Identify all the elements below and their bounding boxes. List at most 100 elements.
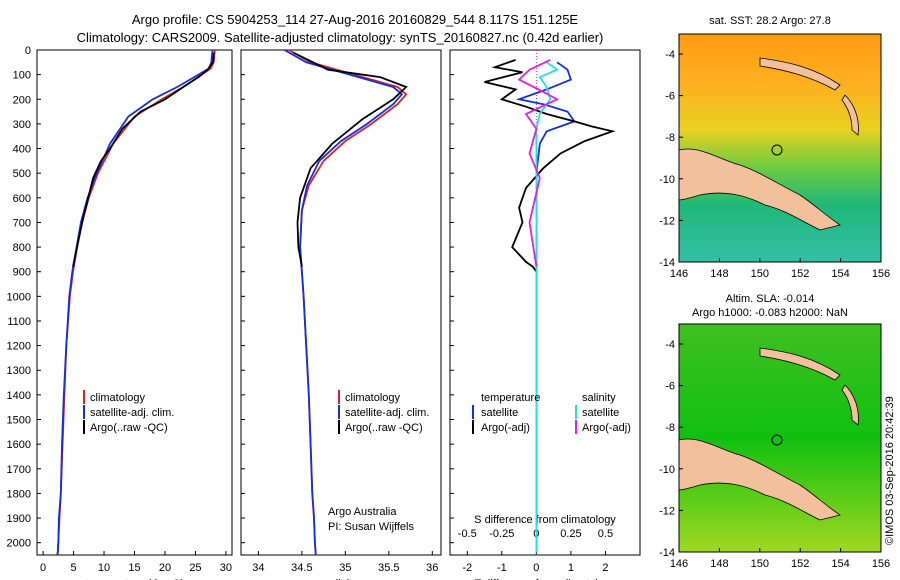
s-tick-label: -0.25 <box>489 528 514 540</box>
map2-title2: Argo h1000: -0.083 h2000: NaN <box>692 307 848 319</box>
x-tick-label: -2 <box>462 562 472 574</box>
map-x-tick-label: 150 <box>751 558 769 570</box>
x-axis-label: salinity <box>324 578 358 580</box>
difference-legend: temperature salinity satellite Argo(-adj… <box>472 392 631 434</box>
x-tick-label: 35.5 <box>378 562 399 574</box>
depth-tick-label: 400 <box>13 144 31 156</box>
x-tick-label: 0 <box>40 562 46 574</box>
x-tick-label: 20 <box>159 562 171 574</box>
bougainville-landmass <box>841 384 859 426</box>
legend-climatology-label: climatology <box>90 392 146 404</box>
x-axis-label: T difference from climatology <box>475 578 616 580</box>
map-x-tick-label: 150 <box>751 268 769 280</box>
legend-climatology-label: climatology <box>345 392 401 404</box>
series-line <box>535 61 559 553</box>
difference-panel-frame <box>449 49 641 556</box>
new-britain-landmass <box>759 57 841 91</box>
sst-field <box>679 34 881 262</box>
map-y-tick-label: -8 <box>665 422 675 434</box>
depth-tick-label: 300 <box>13 119 31 131</box>
x-tick-label: 30 <box>220 562 232 574</box>
x-tick-label: 34.5 <box>291 562 312 574</box>
map2-axes: 146 148 150 152 154 156 -4 -6 -8 -10 -12 -14 <box>659 339 890 570</box>
argo-location-marker <box>771 434 783 446</box>
legend-sat-s-label: satellite <box>582 407 619 419</box>
depth-tick-label: 200 <box>13 94 31 106</box>
depth-tick-label: 1500 <box>7 415 31 427</box>
map2-frame <box>678 323 882 553</box>
sst-map: 146 148 150 152 154 156 -4 -6 -8 -10 -12 -14 <box>659 33 890 280</box>
legend-temperature-heading: temperature <box>481 392 540 404</box>
credit-text: ©IMOS 03-Sep-2016 20:42:39 <box>884 396 896 545</box>
sla-field <box>679 324 881 552</box>
map-x-tick-label: 154 <box>831 268 849 280</box>
legend-salinity-heading: salinity <box>582 392 616 404</box>
map-x-tick-label: 146 <box>670 558 688 570</box>
depth-tick-label: 1700 <box>7 464 31 476</box>
new-guinea-landmass <box>678 148 841 231</box>
bougainville-landmass <box>841 94 859 136</box>
map-y-tick-label: -10 <box>659 464 675 476</box>
depth-tick-label: 1600 <box>7 439 31 451</box>
map-x-tick-label: 148 <box>710 268 728 280</box>
x-tick-label: 10 <box>98 562 110 574</box>
depth-tick-label: 600 <box>13 193 31 205</box>
series-line <box>284 49 404 556</box>
legend-satellite-label: satellite-adj. clim. <box>345 407 429 419</box>
series-line <box>56 49 214 556</box>
depth-tick-label: 1200 <box>7 341 31 353</box>
series-line <box>292 51 408 267</box>
x-tick-label: 25 <box>189 562 201 574</box>
argo-note-line2: PI: Susan Wijffels <box>328 521 414 533</box>
depth-tick-label: 700 <box>13 217 31 229</box>
salinity-plot: 34 34.5 35 35.5 36 salinity <box>252 49 438 580</box>
map1-axes: 146 148 150 152 154 156 -4 -6 -8 -10 -12 -14 <box>659 49 890 280</box>
map-y-tick-label: -6 <box>665 381 675 393</box>
depth-tick-label: 1000 <box>7 291 31 303</box>
depth-tick-label: 1400 <box>7 390 31 402</box>
series-line <box>484 59 616 273</box>
map-y-tick-label: -12 <box>659 215 675 227</box>
temperature-legend: climatology satellite-adj. clim. Argo(..… <box>83 390 174 434</box>
x-axis-label: temperature (deg C) <box>85 578 184 580</box>
argo-location-marker <box>771 144 783 156</box>
x-tick-label: 0 <box>533 562 539 574</box>
depth-tick-label: 1300 <box>7 365 31 377</box>
temperature-plot: 0 5 10 15 20 25 30 temperature (deg C) <box>40 49 232 580</box>
map-y-tick-label: -12 <box>659 505 675 517</box>
map2-title1: Altim. SLA: -0.014 <box>726 293 815 305</box>
s-tick-label: 0.25 <box>560 528 581 540</box>
map-y-tick-label: -6 <box>665 91 675 103</box>
figure-title-line1: Argo profile: CS 5904253_114 27-Aug-2016… <box>132 12 579 27</box>
legend-argo-t-label: Argo(-adj) <box>481 422 530 434</box>
x-tick-label: 1 <box>568 562 574 574</box>
x-tick-label: 35 <box>339 562 351 574</box>
depth-tick-label: 800 <box>13 242 31 254</box>
map-y-tick-label: -14 <box>659 547 675 559</box>
s-tick-label: 0.5 <box>598 528 613 540</box>
map-x-tick-label: 156 <box>872 558 890 570</box>
x-tick-label: 5 <box>71 562 77 574</box>
salinity-panel-frame <box>240 49 442 556</box>
new-britain-landmass <box>759 347 841 381</box>
s-tick-label: -0.5 <box>458 528 477 540</box>
map1-title: sat. SST: 28.2 Argo: 27.8 <box>709 15 831 27</box>
map-y-tick-label: -4 <box>665 339 675 351</box>
map-x-tick-label: 152 <box>791 558 809 570</box>
salinity-legend: climatology satellite-adj. clim. Argo(..… <box>328 390 429 533</box>
depth-axis: 0 100 200 300 400 500 600 700 800 900 1000 1100 1200… <box>7 45 454 550</box>
sla-map: 146 148 150 152 154 156 -4 -6 -8 -10 -12 -14 <box>659 323 890 570</box>
map-x-tick-label: 146 <box>670 268 688 280</box>
depth-tick-label: 500 <box>13 168 31 180</box>
legend-satellite-label: satellite-adj. clim. <box>90 407 174 419</box>
map1-frame <box>678 33 882 263</box>
map-y-tick-label: -10 <box>659 174 675 186</box>
depth-tick-label: 900 <box>13 267 31 279</box>
map-x-tick-label: 156 <box>872 268 890 280</box>
x-tick-label: 15 <box>128 562 140 574</box>
x-tick-label: 36 <box>426 562 438 574</box>
argo-note-line1: Argo Australia <box>328 506 397 518</box>
map-y-tick-label: -14 <box>659 257 675 269</box>
depth-tick-label: 1800 <box>7 488 31 500</box>
legend-argo-s-label: Argo(-adj) <box>582 422 631 434</box>
